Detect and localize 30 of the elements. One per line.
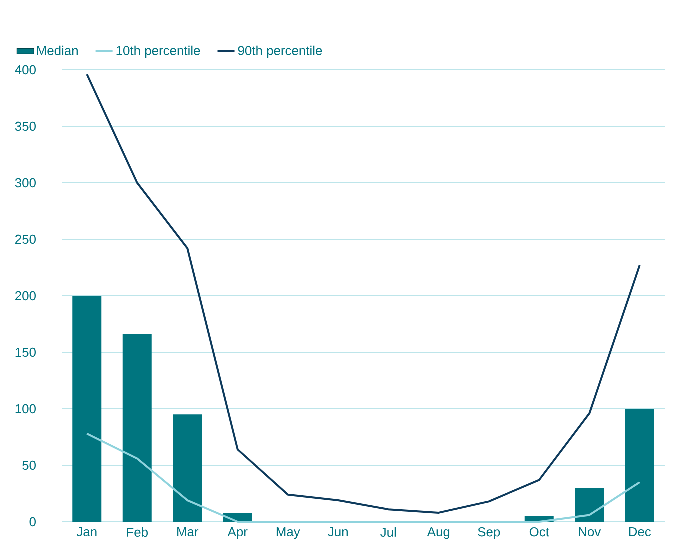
x-tick-label: Feb [127, 528, 148, 538]
bar [72, 296, 102, 522]
legend-label: Median [37, 46, 78, 56]
x-tick-label: Jun [328, 528, 348, 537]
y-tick-label: 50 [22, 460, 36, 470]
y-tick-label: 300 [15, 178, 36, 188]
x-tick-label: Mar [178, 528, 199, 537]
y-tick-label: 150 [16, 348, 36, 358]
x-tick-label: Aug [427, 528, 450, 540]
bar [173, 414, 202, 522]
y-tick-label: 100 [16, 404, 36, 414]
x-tick-label: Sep [478, 528, 500, 540]
y-tick-label: 350 [15, 122, 36, 132]
bar [122, 334, 152, 522]
x-tick-label: Jan [76, 528, 97, 537]
bar [575, 488, 604, 522]
x-tick-label: Oct [530, 528, 550, 537]
y-tick-label: 400 [15, 65, 36, 75]
x-tick-label: Apr [228, 528, 248, 540]
x-tick-label: Jul [380, 528, 396, 538]
legend-label: 10th percentile [116, 46, 200, 58]
y-tick-label: 0 [30, 517, 36, 527]
line-series [86, 74, 641, 514]
x-tick-label: Nov [579, 528, 602, 537]
x-tick-label: Dec [629, 528, 652, 537]
bar [625, 409, 654, 522]
legend-label: 90th percentile [238, 46, 322, 58]
x-tick-label: May [276, 528, 300, 540]
y-tick-label: 200 [16, 291, 36, 301]
y-tick-label: 250 [16, 234, 36, 244]
